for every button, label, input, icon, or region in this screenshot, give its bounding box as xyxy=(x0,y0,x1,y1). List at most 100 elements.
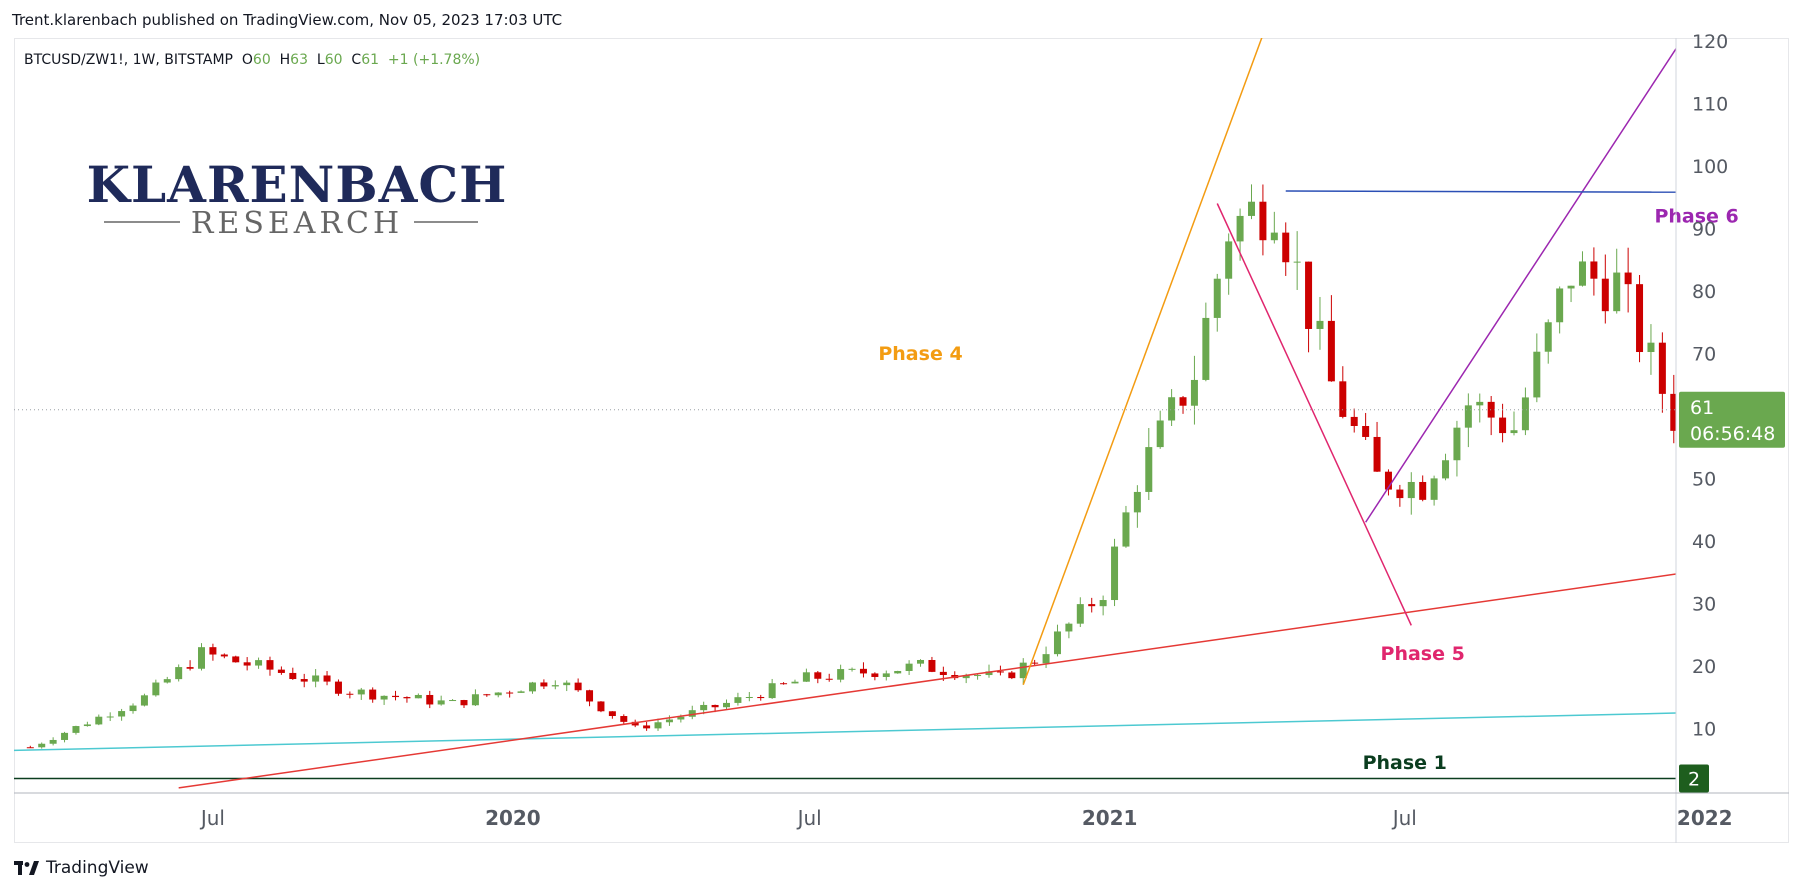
candle-body xyxy=(540,682,548,687)
axes-layer: 10 20 30 40 50 70 80 90 100 110 120 Jul 2020 Jul 2021 J… xyxy=(14,31,1789,843)
candle-body xyxy=(38,743,46,748)
candle-body xyxy=(1773,506,1780,519)
candle-body xyxy=(1168,397,1176,421)
candle-body xyxy=(1784,506,1791,544)
candle-body xyxy=(1202,317,1210,380)
candle-body xyxy=(186,667,194,669)
candle-body xyxy=(1750,494,1757,499)
candle-body xyxy=(1601,278,1609,312)
candle-body xyxy=(255,660,263,666)
candle-body xyxy=(1407,481,1415,499)
legend-open-label: O xyxy=(242,52,253,68)
tradingview-footer[interactable]: TradingView xyxy=(14,858,149,878)
candle-body xyxy=(1419,481,1427,500)
last-price-tag xyxy=(1679,391,1785,448)
candle-body xyxy=(1350,416,1358,426)
candle-body xyxy=(1133,491,1141,513)
x-tick-label: Jul xyxy=(796,806,822,830)
candle-body xyxy=(506,692,514,694)
candle-body xyxy=(83,724,91,727)
candle-body xyxy=(985,671,993,676)
phase1-price-tag xyxy=(1679,764,1709,793)
x-tick-label: 2021 xyxy=(1082,806,1138,830)
x-tick-label: 2020 xyxy=(485,806,541,830)
y-tick-label: 10 xyxy=(1692,719,1716,741)
trendline-phase-7 xyxy=(1285,190,1676,193)
candle-body xyxy=(1590,261,1598,279)
price-tags-layer: 61 06:56:48 2 xyxy=(1679,391,1785,793)
legend-high-label: H xyxy=(280,52,291,68)
candle-body xyxy=(1088,604,1096,607)
candle-body xyxy=(1739,483,1746,494)
y-tick-label: 100 xyxy=(1692,156,1728,178)
candle-body xyxy=(825,678,833,680)
candle-body xyxy=(814,672,822,679)
candle-body xyxy=(1042,654,1050,664)
candle-body xyxy=(140,695,148,706)
candle-body xyxy=(357,689,365,695)
candle-body xyxy=(1053,631,1061,655)
candle-body xyxy=(1373,436,1381,472)
candle-body xyxy=(620,716,628,722)
candle-body xyxy=(791,681,799,684)
watermark-title: KLARENBACH xyxy=(87,155,508,214)
candle-body xyxy=(334,681,342,694)
candle-body xyxy=(654,722,662,729)
candle-body xyxy=(426,694,434,705)
candle-body xyxy=(369,689,377,700)
candle-body xyxy=(1190,379,1198,406)
candle-body xyxy=(1521,397,1529,431)
candle-body xyxy=(1556,288,1564,323)
annotation-phase-1: Phase 1 xyxy=(1363,752,1447,774)
candle-body xyxy=(768,683,776,699)
candle-body xyxy=(494,692,502,696)
candle-body xyxy=(1499,417,1507,434)
candle-body xyxy=(1533,351,1541,398)
candle-body xyxy=(1396,489,1404,499)
candle-body xyxy=(780,683,788,685)
candle-body xyxy=(882,673,890,677)
last-price-value: 61 xyxy=(1690,397,1714,419)
candle-body xyxy=(1065,623,1073,632)
candle-body xyxy=(1544,322,1552,352)
candle-body xyxy=(312,675,320,682)
candle-body xyxy=(563,682,571,686)
candle-body xyxy=(175,667,183,680)
annotation-phase-4: Phase 4 xyxy=(878,343,962,365)
x-tick-label: Jul xyxy=(1391,806,1417,830)
candle-body xyxy=(1647,342,1655,353)
candle-body xyxy=(198,647,205,669)
candle-body xyxy=(403,697,411,699)
candle-body xyxy=(1453,427,1461,461)
candle-body xyxy=(49,739,57,744)
candle-body xyxy=(551,685,559,687)
legend-open-value: 60 xyxy=(253,52,280,68)
y-tick-label: 50 xyxy=(1692,469,1716,491)
candle-body xyxy=(1727,481,1734,482)
candle-body xyxy=(597,701,605,712)
x-tick-label: Jul xyxy=(199,806,225,830)
candle-body xyxy=(1487,401,1495,418)
y-tick-label: 20 xyxy=(1692,656,1716,678)
candle-body xyxy=(631,721,639,726)
candle-body xyxy=(449,700,457,702)
legend-change: +1 (+1.78%) xyxy=(388,52,480,68)
candle-body xyxy=(802,672,810,682)
y-tick-label: 40 xyxy=(1692,531,1716,553)
candle-body xyxy=(837,669,845,680)
candle-body xyxy=(1430,478,1438,500)
candle-body xyxy=(962,675,970,679)
y-tick-label: 80 xyxy=(1692,281,1716,303)
candle-body xyxy=(528,682,536,692)
candle-body xyxy=(1578,261,1586,286)
y-tick-label: 120 xyxy=(1692,31,1728,53)
candle-body xyxy=(711,704,719,708)
candle-body xyxy=(586,690,594,702)
candle-body xyxy=(289,672,297,680)
phase1-price-value: 2 xyxy=(1688,769,1700,791)
candle-body xyxy=(1213,278,1221,318)
candle-body xyxy=(129,705,137,712)
candle-body xyxy=(209,647,217,655)
